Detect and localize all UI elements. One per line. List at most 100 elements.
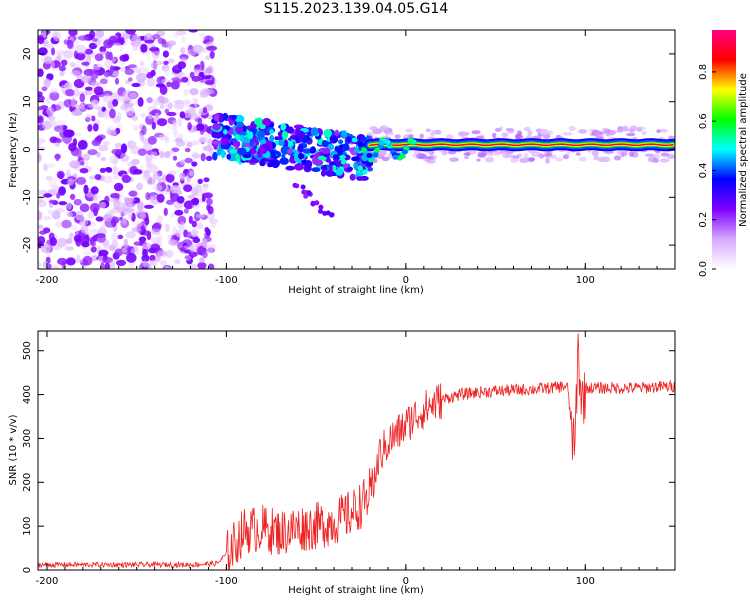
heatmap-cell <box>69 193 76 200</box>
heatmap-cell <box>202 183 209 188</box>
heatmap-cell <box>50 47 56 56</box>
heatmap-cell <box>66 202 72 210</box>
heatmap-cell <box>203 192 214 199</box>
heatmap-cell <box>317 155 326 161</box>
heatmap-cell <box>163 60 169 65</box>
heatmap-cell <box>310 127 319 136</box>
heatmap-cell <box>517 130 522 137</box>
heatmap-cell <box>194 185 203 192</box>
heatmap-cell <box>176 196 185 204</box>
heatmap-cell <box>527 130 533 136</box>
heatmap-cell <box>195 123 205 131</box>
heatmap-cell <box>593 155 599 161</box>
heatmap-cell <box>260 158 266 167</box>
x-tick-label: -200 <box>36 275 59 286</box>
heatmap-cell <box>163 207 168 216</box>
heatmap-cell <box>148 47 160 52</box>
heatmap-cell <box>202 250 208 259</box>
heatmap-cell <box>279 157 289 165</box>
heatmap-cell <box>89 30 96 40</box>
heatmap-cell <box>102 175 113 184</box>
heatmap-cell <box>166 81 172 88</box>
colorbar-axis: 0.0 0.2 0.4 0.6 0.8 <box>698 64 716 277</box>
heatmap-cell <box>476 158 481 162</box>
heatmap-cell <box>203 88 215 95</box>
heatmap-cell <box>193 98 199 108</box>
heatmap-cell <box>43 163 48 171</box>
heatmap-cell <box>212 122 221 131</box>
heatmap-cell <box>109 108 116 119</box>
heatmap-cell <box>207 138 213 148</box>
heatmap-cell <box>131 82 141 88</box>
heatmap-cell <box>294 163 304 171</box>
heatmap-cell <box>48 199 59 204</box>
heatmap-cell <box>255 136 264 141</box>
heatmap-cell <box>70 98 77 108</box>
heatmap-cell <box>94 245 103 250</box>
heatmap-cell <box>149 259 158 267</box>
heatmap-cell <box>150 61 159 69</box>
heatmap-cell <box>168 170 177 176</box>
heatmap-cell <box>659 128 668 133</box>
heatmap-cell <box>90 255 99 262</box>
heatmap-cell <box>425 128 431 133</box>
heatmap-cell <box>366 153 373 158</box>
heatmap-cell <box>87 211 95 219</box>
heatmap-cell <box>314 152 320 158</box>
snr-y-label: SNR (10 * v/v) <box>8 414 19 485</box>
x-tick-label: -200 <box>36 576 59 587</box>
heatmap-cell <box>140 60 144 67</box>
heatmap-cell <box>98 144 109 152</box>
heatmap-cell <box>129 140 137 148</box>
heatmap-cell <box>256 130 266 138</box>
heatmap-cell <box>177 61 187 69</box>
heatmap-cell <box>151 121 156 130</box>
heatmap-cell <box>102 256 113 264</box>
heatmap-cell <box>75 44 87 54</box>
x-tick-label: 100 <box>576 275 595 286</box>
heatmap-cell <box>208 218 218 224</box>
heatmap-cell <box>120 152 127 162</box>
heatmap-cell <box>189 140 200 146</box>
heatmap-cell <box>613 155 622 161</box>
heatmap-cell <box>80 225 89 234</box>
heatmap-cell <box>270 151 277 159</box>
heatmap-cell <box>333 154 339 160</box>
heatmap-cell <box>177 215 187 225</box>
heatmap-cell <box>535 152 541 156</box>
heatmap-cell <box>60 84 66 94</box>
heatmap-cell <box>117 112 122 122</box>
heatmap-cell <box>416 153 426 159</box>
heatmap-cell <box>120 66 125 73</box>
colorbar-tick-label: 0.6 <box>698 113 709 129</box>
heatmap-cell <box>67 178 75 186</box>
heatmap-cell <box>113 182 124 192</box>
heatmap-cell <box>357 165 364 172</box>
heatmap-cell <box>69 62 76 68</box>
heatmap-cell <box>93 86 104 96</box>
heatmap-cell <box>464 152 471 156</box>
heatmap-cell <box>106 167 113 173</box>
heatmap-cell <box>281 130 289 140</box>
heatmap-cell <box>103 241 111 250</box>
heatmap-cell <box>321 140 329 148</box>
heatmap-cell <box>49 91 60 101</box>
heatmap-cell <box>170 212 175 218</box>
heatmap-cell <box>77 140 88 150</box>
heatmap-cell <box>195 213 205 219</box>
heatmap-cell <box>153 222 162 230</box>
heatmap-cell <box>159 260 167 266</box>
heatmap-cell <box>91 103 96 108</box>
heatmap-cell <box>99 167 106 174</box>
heatmap-cell <box>340 159 346 165</box>
colorbar <box>712 30 736 269</box>
heatmap-cell <box>91 115 96 122</box>
heatmap-cell <box>189 244 195 253</box>
heatmap-cell <box>145 192 151 201</box>
heatmap-cell <box>620 152 625 158</box>
heatmap-cell <box>109 197 120 203</box>
heatmap-cell <box>131 34 141 45</box>
heatmap-cell <box>51 210 61 220</box>
heatmap-cell <box>157 177 162 185</box>
heatmap-cell <box>90 81 102 87</box>
